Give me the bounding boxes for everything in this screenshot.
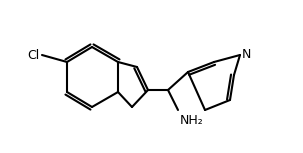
Text: Cl: Cl: [28, 49, 40, 62]
Text: N: N: [242, 47, 251, 60]
Text: NH₂: NH₂: [180, 114, 204, 127]
